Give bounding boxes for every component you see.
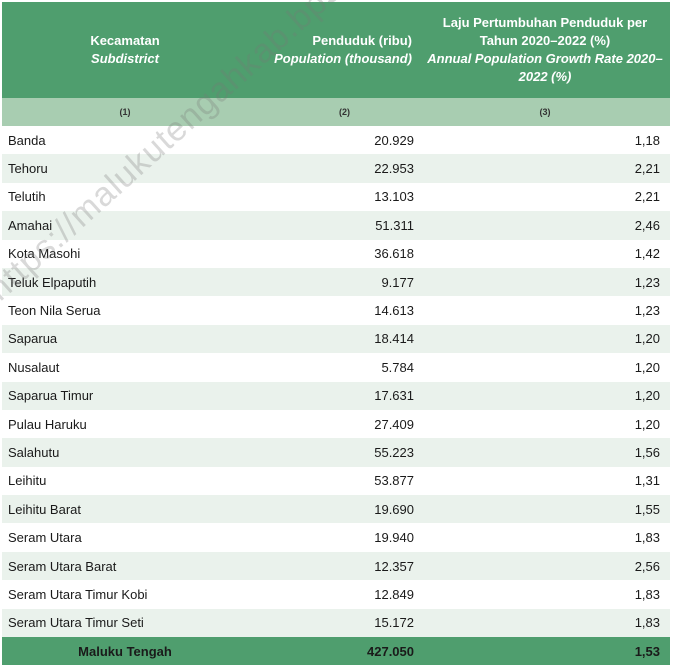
table-row: Saparua 18.414 1,20 [2, 324, 670, 354]
table-row: Telutih 13.103 2,21 [2, 182, 670, 212]
row-growth: 1,23 [634, 303, 660, 319]
row-subdistrict: Amahai [8, 217, 53, 233]
row-population: 36.618 [374, 246, 414, 262]
row-population: 14.613 [374, 303, 414, 319]
row-growth: 1,83 [634, 586, 660, 602]
row-population: 9.177 [381, 274, 414, 290]
row-subdistrict: Seram Utara Barat [8, 558, 117, 574]
row-growth: 1,56 [634, 444, 660, 460]
row-population: 20.929 [374, 132, 414, 148]
table-row: Seram Utara Timur Seti 15.172 1,83 [2, 608, 670, 638]
header-subdistrict: Kecamatan Subdistrict [2, 2, 248, 98]
row-growth: 2,56 [634, 558, 660, 574]
row-population: 5.784 [381, 359, 414, 375]
table-row: Seram Utara Barat 12.357 2,56 [2, 551, 670, 581]
row-subdistrict: Leihitu Barat [8, 501, 81, 517]
table-row: Kota Masohi 36.618 1,42 [2, 239, 670, 268]
header-population-id: Penduduk (ribu) [312, 33, 412, 48]
row-subdistrict: Banda [8, 132, 46, 148]
table-row: Leihitu Barat 19.690 1,55 [2, 495, 670, 524]
row-subdistrict: Nusalaut [8, 359, 60, 375]
row-growth: 2,21 [634, 189, 660, 205]
row-growth: 1,55 [634, 501, 660, 517]
row-growth: 1,83 [634, 615, 660, 631]
table-row: Banda 20.929 1,18 [2, 126, 670, 155]
row-growth: 1,20 [634, 416, 660, 432]
table-header: Kecamatan Subdistrict Penduduk (ribu) Po… [2, 2, 670, 98]
row-population: 51.311 [375, 217, 414, 233]
row-subdistrict: Saparua Timur [8, 388, 94, 404]
row-subdistrict: Pulau Haruku [8, 416, 87, 432]
row-population: 53.877 [374, 473, 414, 489]
row-population: 12.849 [374, 586, 414, 602]
table-row: Seram Utara 19.940 1,83 [2, 523, 670, 552]
header-growth-en: Annual Population Growth Rate 2020–2022 … [427, 51, 663, 84]
total-growth: 1,53 [634, 643, 660, 659]
table-row: Tehoru 22.953 2,21 [2, 154, 670, 183]
row-population: 19.690 [374, 501, 414, 517]
table-row: Nusalaut 5.784 1,20 [2, 353, 670, 382]
total-name: Maluku Tengah [78, 643, 172, 659]
table-row: Amahai 51.311 2,46 [2, 211, 670, 240]
table-row: Teon Nila Serua 14.613 1,23 [2, 296, 670, 325]
row-population: 15.172 [374, 615, 414, 631]
row-growth: 1,18 [634, 132, 660, 148]
row-population: 27.409 [374, 416, 414, 432]
column-number-3: (3) [539, 107, 551, 117]
row-population: 55.223 [374, 444, 414, 460]
row-subdistrict: Telutih [8, 189, 46, 205]
row-growth: 2,21 [634, 161, 660, 177]
row-subdistrict: Salahutu [8, 444, 60, 460]
header-growth-id: Laju Pertumbuhan Penduduk per Tahun 2020… [442, 15, 648, 48]
column-number-2: (2) [339, 107, 350, 117]
row-growth: 1,23 [634, 274, 660, 290]
row-subdistrict: Seram Utara Timur Kobi [8, 586, 148, 602]
header-population: Penduduk (ribu) Population (thousand) [248, 2, 420, 98]
header-subdistrict-id: Kecamatan [90, 33, 160, 48]
table-row: Seram Utara Timur Kobi 12.849 1,83 [2, 580, 670, 609]
row-growth: 1,20 [634, 388, 660, 404]
row-growth: 1,42 [634, 246, 660, 262]
row-growth: 1,20 [634, 359, 660, 375]
row-subdistrict: Kota Masohi [8, 246, 81, 262]
table-row: Leihitu 53.877 1,31 [2, 466, 670, 496]
header-growth: Laju Pertumbuhan Penduduk per Tahun 2020… [420, 2, 670, 98]
table-row: Saparua Timur 17.631 1,20 [2, 381, 670, 410]
row-population: 22.953 [374, 161, 414, 177]
row-growth: 1,31 [634, 473, 660, 489]
total-row: Maluku Tengah 427.050 1,53 [2, 637, 670, 666]
row-subdistrict: Teluk Elpaputih [8, 274, 97, 290]
total-population: 427.050 [367, 643, 414, 659]
row-subdistrict: Seram Utara [8, 530, 82, 546]
row-growth: 1,20 [634, 331, 660, 347]
table-row: Pulau Haruku 27.409 1,20 [2, 409, 670, 439]
row-subdistrict: Saparua [8, 331, 58, 347]
row-population: 13.103 [374, 189, 414, 205]
row-subdistrict: Tehoru [8, 161, 48, 177]
row-population: 18.414 [374, 331, 414, 347]
row-growth: 2,46 [634, 217, 660, 233]
column-number-row: (1) (2) (3) [2, 98, 670, 126]
row-subdistrict: Seram Utara Timur Seti [8, 615, 144, 631]
row-subdistrict: Teon Nila Serua [8, 303, 101, 319]
row-population: 19.940 [374, 530, 414, 546]
column-number-1: (1) [119, 107, 131, 117]
table-body: Banda 20.929 1,18 Tehoru 22.953 2,21 Telutih 13… [2, 126, 670, 638]
header-population-en: Population (thousand) [274, 51, 412, 66]
table-row: Teluk Elpaputih 9.177 1,23 [2, 267, 670, 297]
row-growth: 1,83 [634, 530, 660, 546]
row-population: 12.357 [374, 558, 414, 574]
row-population: 17.631 [374, 388, 414, 404]
header-subdistrict-en: Subdistrict [91, 51, 159, 66]
row-subdistrict: Leihitu [8, 473, 47, 489]
table-row: Salahutu 55.223 1,56 [2, 438, 670, 467]
